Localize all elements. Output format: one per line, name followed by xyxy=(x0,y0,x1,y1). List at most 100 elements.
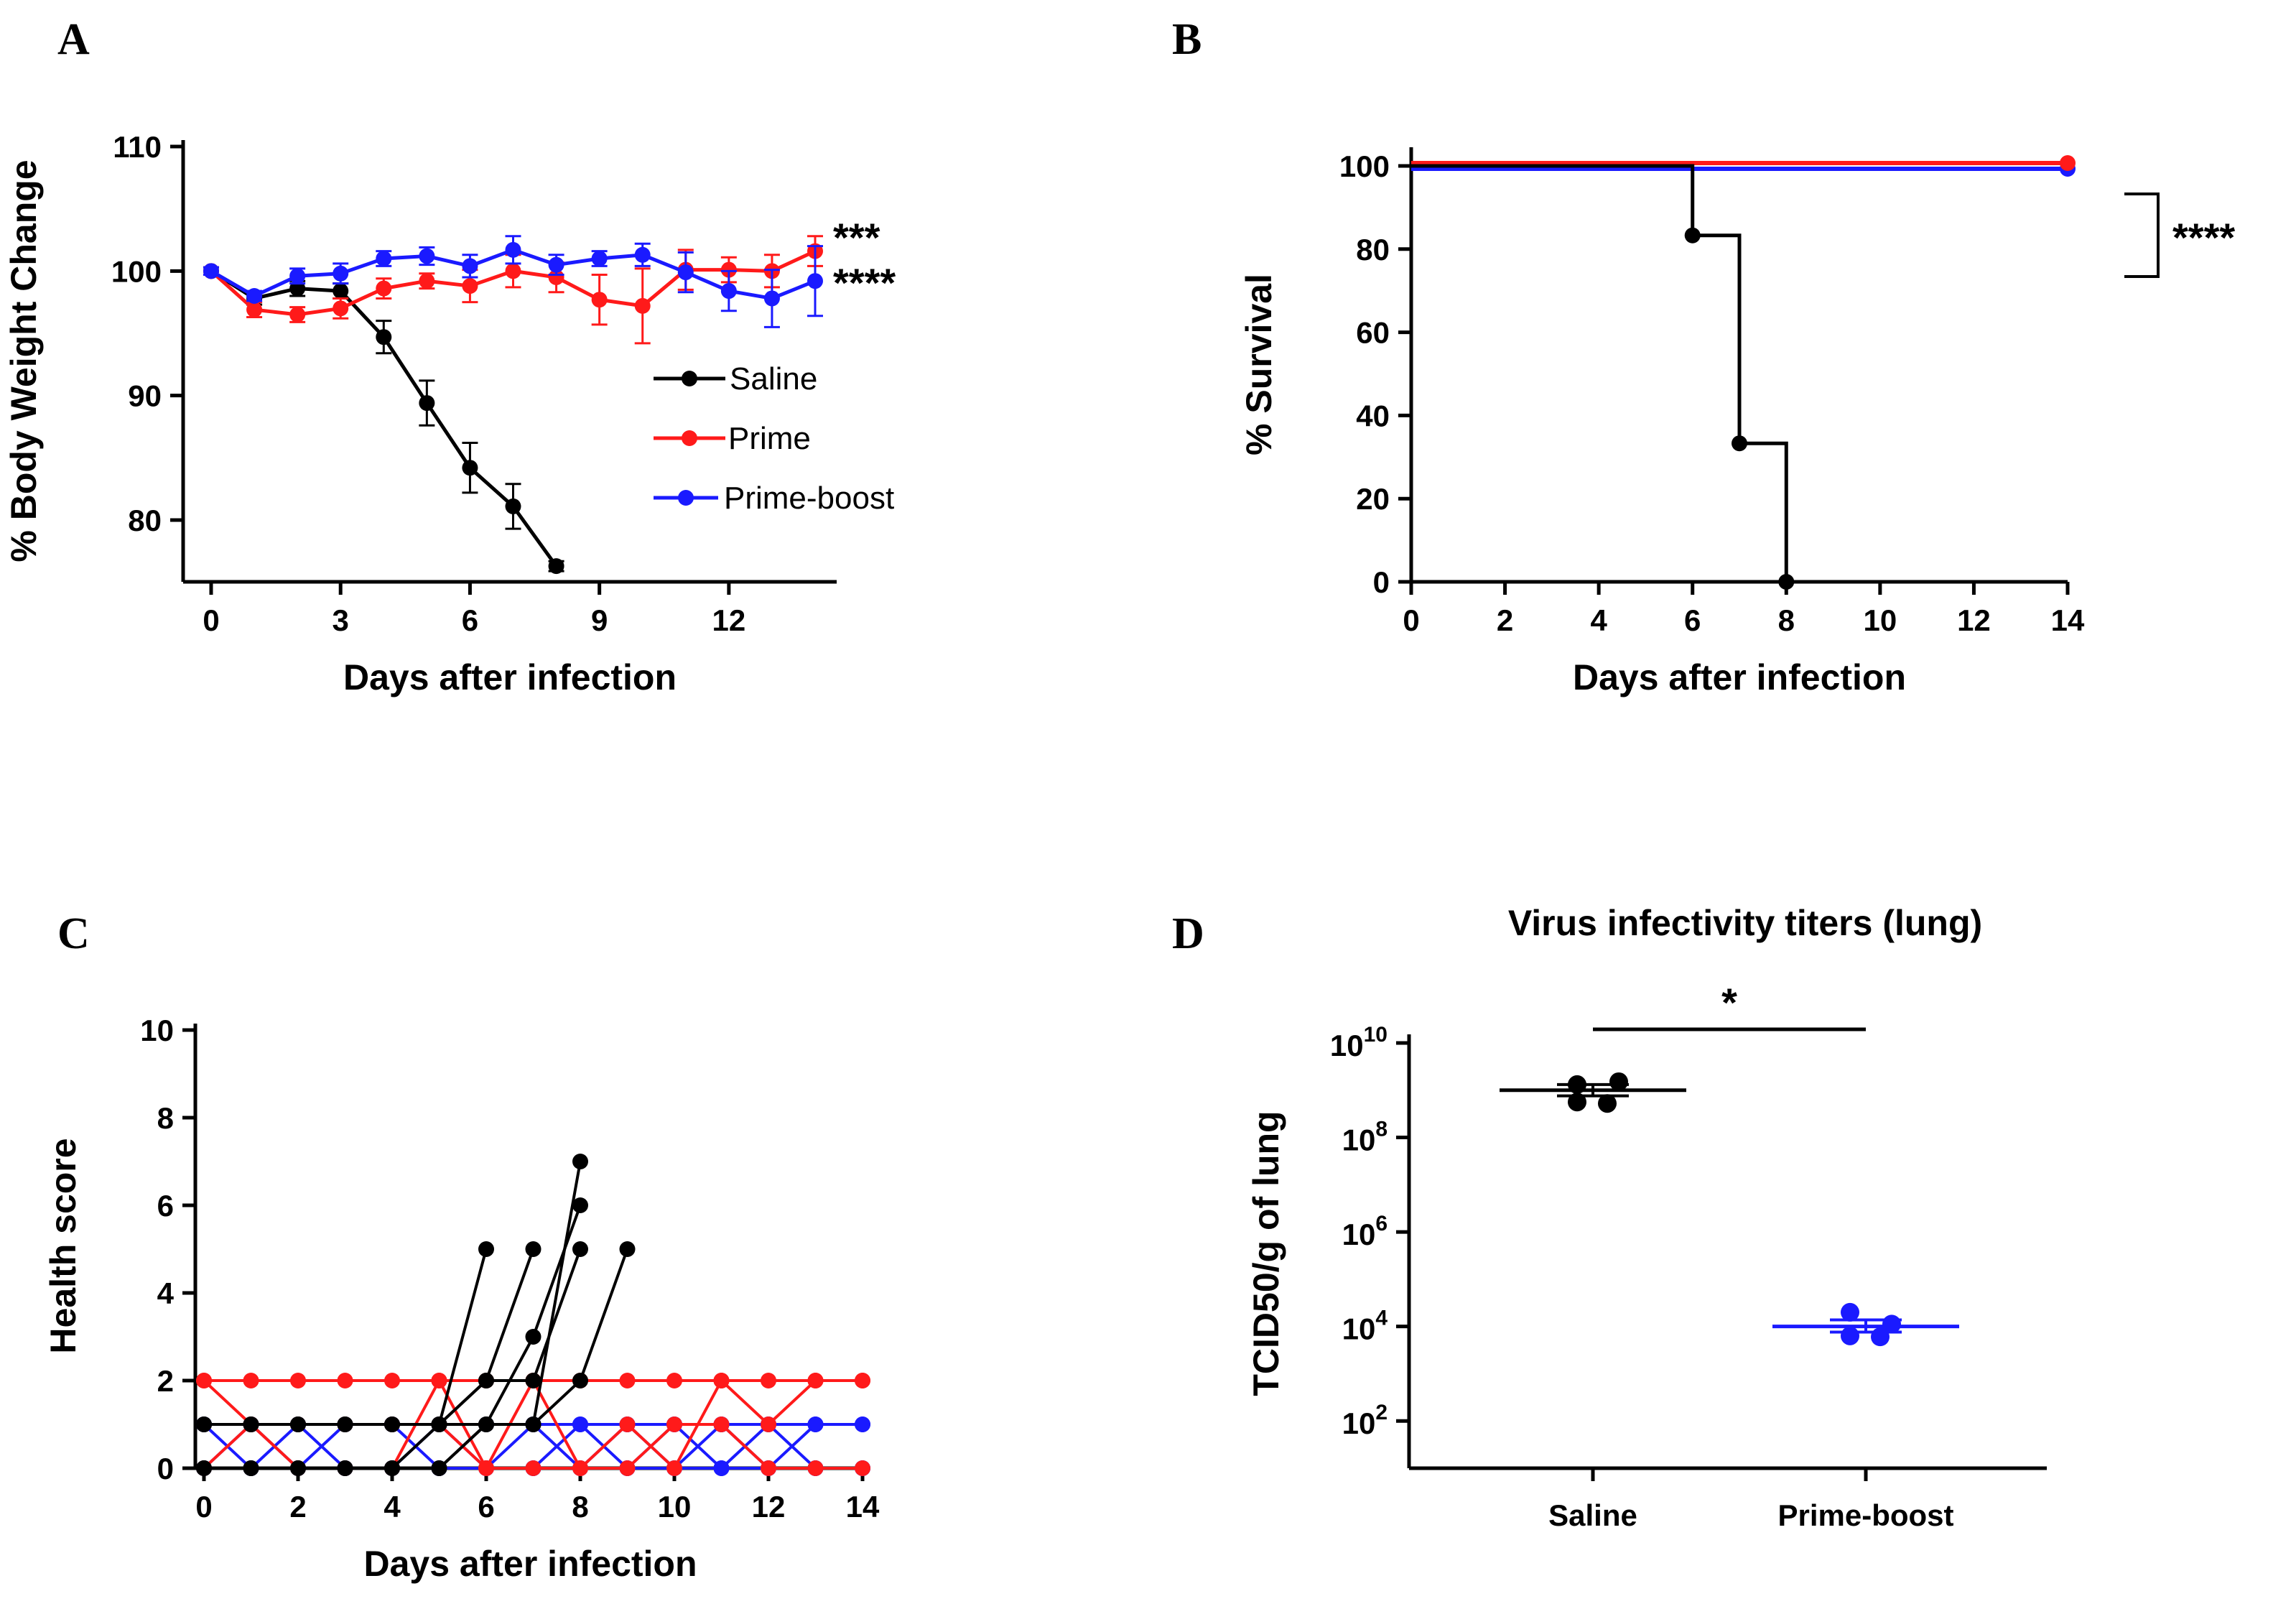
panel-c-prime-boost-point xyxy=(572,1416,588,1432)
panel-c-saline-point xyxy=(572,1241,588,1257)
panel-b-y-tick-label: 80 xyxy=(1356,233,1390,266)
panel-c-saline-line xyxy=(204,1248,629,1470)
panel-a-prime-point xyxy=(462,278,478,295)
panel-c-prime-boost-point xyxy=(807,1416,824,1432)
panel-letter-c: C xyxy=(57,909,90,958)
panel-a-prime-boost-point xyxy=(203,263,219,279)
panel-a-y-tick-label: 80 xyxy=(128,504,162,537)
panel-d-prime-boost-point xyxy=(1882,1314,1901,1334)
panel-c-saline-point xyxy=(431,1416,447,1432)
panel-a-x-tick-label: 6 xyxy=(462,603,478,637)
panel-d-virus-titer-chart: Virus infectivity titers (lung) 1010 108 10… xyxy=(1246,903,2047,1532)
panel-c-saline-point xyxy=(572,1373,588,1388)
panel-c-prime-point xyxy=(713,1373,730,1388)
panel-c-prime-point xyxy=(619,1416,636,1432)
panel-a-prime-point xyxy=(333,300,349,317)
panel-c-x-tick-label: 10 xyxy=(658,1490,692,1524)
panel-a-prime-boost-point xyxy=(289,268,306,284)
panel-a-x-tick-label: 3 xyxy=(333,603,349,637)
panel-a-prime-boost-point xyxy=(246,288,263,304)
panel-c-y-axis-title: Health score xyxy=(43,1138,83,1353)
panel-c-prime-point xyxy=(761,1373,776,1388)
panel-letter-b: B xyxy=(1172,15,1202,64)
panel-c-prime-point xyxy=(713,1416,730,1432)
panel-b-x-tick-label: 8 xyxy=(1778,603,1795,637)
legend-primeboost-marker xyxy=(678,490,694,506)
panel-a-saline-point xyxy=(333,283,349,300)
panel-d-y-tick-label: 108 xyxy=(1342,1118,1388,1157)
panel-b-saline-point xyxy=(1684,227,1701,244)
panel-a-prime-boost-point xyxy=(677,264,694,281)
panel-a-sig-primeboost: **** xyxy=(833,260,896,305)
panel-c-x-tick-label: 12 xyxy=(752,1490,786,1524)
panel-b-y-tick-label: 0 xyxy=(1373,565,1390,599)
panel-a-prime-boost-point xyxy=(462,258,478,274)
panel-letter-d: D xyxy=(1172,909,1204,958)
panel-d-saline-point xyxy=(1598,1094,1617,1113)
panel-c-prime-point xyxy=(243,1373,259,1388)
panel-c-y-tick-label: 0 xyxy=(157,1452,174,1485)
panel-c-saline-point xyxy=(243,1416,259,1432)
panel-b-y-tick-label: 20 xyxy=(1356,482,1390,516)
panel-a-prime-point xyxy=(376,280,392,297)
panel-d-y-tick-label: 106 xyxy=(1342,1212,1388,1251)
panel-a-saline-point xyxy=(548,558,564,575)
legend-prime-label: Prime xyxy=(728,421,811,456)
panel-a-saline-line xyxy=(210,269,558,567)
panel-a-weight-chart: 0 3 6 9 12 80 90 100 110 Days after infection % Bo… xyxy=(4,130,837,697)
panel-c-prime-point xyxy=(572,1460,588,1476)
panel-c-x-tick-label: 14 xyxy=(846,1490,880,1524)
panel-c-prime-point xyxy=(290,1373,306,1388)
legend-prime-marker xyxy=(682,430,697,446)
panel-b-x-tick-label: 6 xyxy=(1684,603,1701,637)
panel-c-saline-point xyxy=(478,1416,494,1432)
panel-b-x-tick-label: 10 xyxy=(1863,603,1897,637)
panel-b-survival-chart: 0 2 4 6 8 10 12 14 0 20 40 60 80 100 Days after infect… xyxy=(1239,147,2085,697)
panel-c-saline-point xyxy=(196,1460,212,1476)
panel-c-saline-point xyxy=(337,1460,353,1476)
panel-d-y-axis-title: TCID50/g of lung xyxy=(1246,1110,1286,1396)
panel-a-saline-point xyxy=(419,395,435,412)
panel-a-y-axis-title: % Body Weight Change xyxy=(4,159,44,562)
panel-c-x-tick-label: 6 xyxy=(478,1490,494,1524)
panel-b-y-axis-title: % Survival xyxy=(1239,274,1279,455)
panel-c-x-tick-label: 0 xyxy=(195,1490,212,1524)
panel-c-saline-point xyxy=(384,1460,400,1476)
panel-c-y-tick-label: 4 xyxy=(157,1276,175,1310)
panel-c-saline-point xyxy=(525,1329,542,1345)
panel-c-saline-point xyxy=(290,1416,306,1432)
panel-b-y-tick-label: 40 xyxy=(1356,399,1390,432)
panel-a-prime-boost-point xyxy=(505,241,521,258)
panel-a-prime-boost-point xyxy=(591,251,608,266)
panel-d-x-tick-label: Saline xyxy=(1548,1498,1637,1532)
panel-a-saline-point xyxy=(462,460,478,476)
panel-c-prime-point xyxy=(619,1373,636,1388)
panel-c-saline-point xyxy=(572,1197,588,1213)
panel-a-legend: Saline Prime Prime-boost xyxy=(654,361,894,516)
panel-a-x-tick-label: 12 xyxy=(712,603,745,637)
panel-c-x-tick-label: 4 xyxy=(384,1490,401,1524)
panel-a-prime-point xyxy=(720,261,737,278)
panel-d-prime-boost-point xyxy=(1841,1326,1859,1345)
panel-a-prime-boost-point xyxy=(763,290,780,307)
panel-a-prime-boost-point xyxy=(419,248,435,264)
legend-primeboost-label: Prime-boost xyxy=(724,481,894,516)
panel-b-y-tick-label: 100 xyxy=(1339,149,1390,183)
panel-a-x-axis-title: Days after infection xyxy=(343,657,677,697)
panel-b-x-tick-label: 0 xyxy=(1403,603,1419,637)
panel-c-saline-point xyxy=(572,1154,588,1169)
panel-c-saline-point xyxy=(196,1416,212,1432)
panel-c-saline-point xyxy=(525,1373,542,1388)
panel-c-x-tick-label: 2 xyxy=(289,1490,306,1524)
panel-c-saline-point xyxy=(525,1416,542,1432)
panel-c-prime-point xyxy=(807,1373,824,1388)
panel-c-y-tick-label: 6 xyxy=(157,1189,174,1223)
panel-b-saline-point xyxy=(1778,574,1795,590)
legend-saline-label: Saline xyxy=(730,361,817,397)
legend-saline-marker xyxy=(682,371,697,386)
panel-d-y-tick-label: 102 xyxy=(1342,1401,1388,1440)
panel-a-prime-boost-point xyxy=(634,246,651,263)
panel-b-x-axis-title: Days after infection xyxy=(1573,657,1906,697)
panel-c-saline-point xyxy=(431,1460,447,1476)
